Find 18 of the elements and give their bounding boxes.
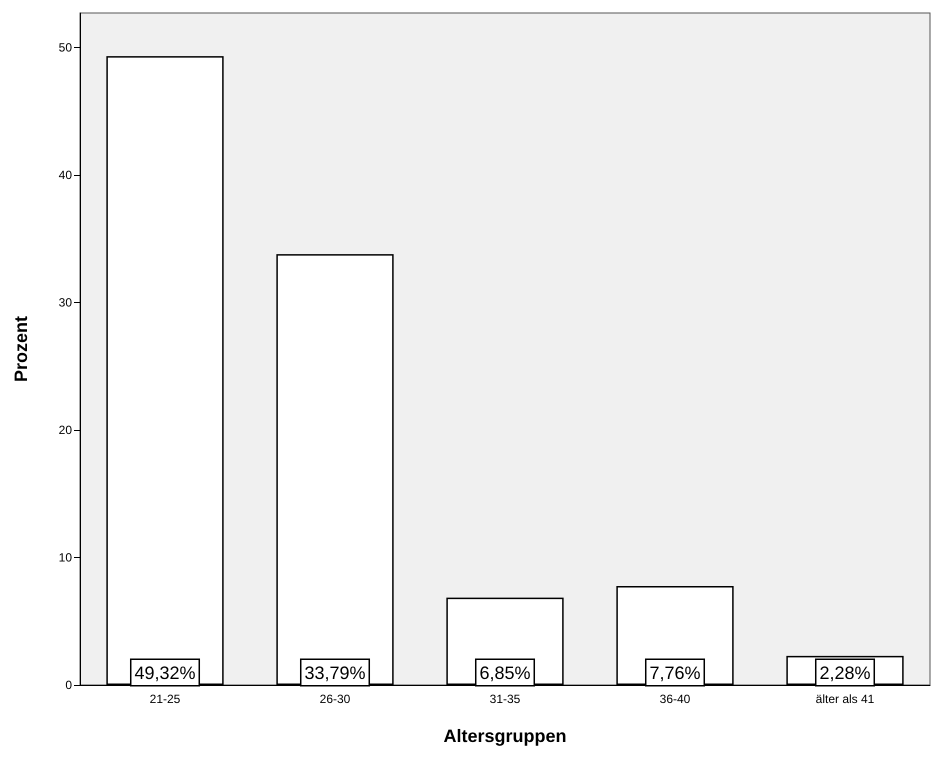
y-tick-label: 10 (58, 550, 72, 564)
x-tick-label: 21-25 (150, 692, 181, 706)
x-axis-title: Altersgruppen (443, 726, 567, 746)
y-axis-title: Prozent (11, 316, 31, 382)
y-tick-label: 50 (58, 40, 72, 54)
y-tick-label: 30 (58, 295, 72, 310)
y-tick-label: 0 (65, 678, 72, 692)
data-label: 49,32% (134, 663, 196, 683)
data-label: 6,85% (479, 663, 531, 683)
data-label: 2,28% (819, 663, 871, 683)
x-tick-label: älter als 41 (816, 692, 875, 706)
y-tick-label: 20 (58, 422, 72, 437)
x-tick-label: 31-35 (490, 692, 521, 706)
x-tick-label: 36-40 (660, 692, 691, 706)
x-tick-label: 26-30 (320, 692, 351, 706)
data-label: 33,79% (304, 663, 366, 683)
data-label: 7,76% (649, 663, 701, 683)
y-tick-label: 40 (58, 168, 72, 182)
